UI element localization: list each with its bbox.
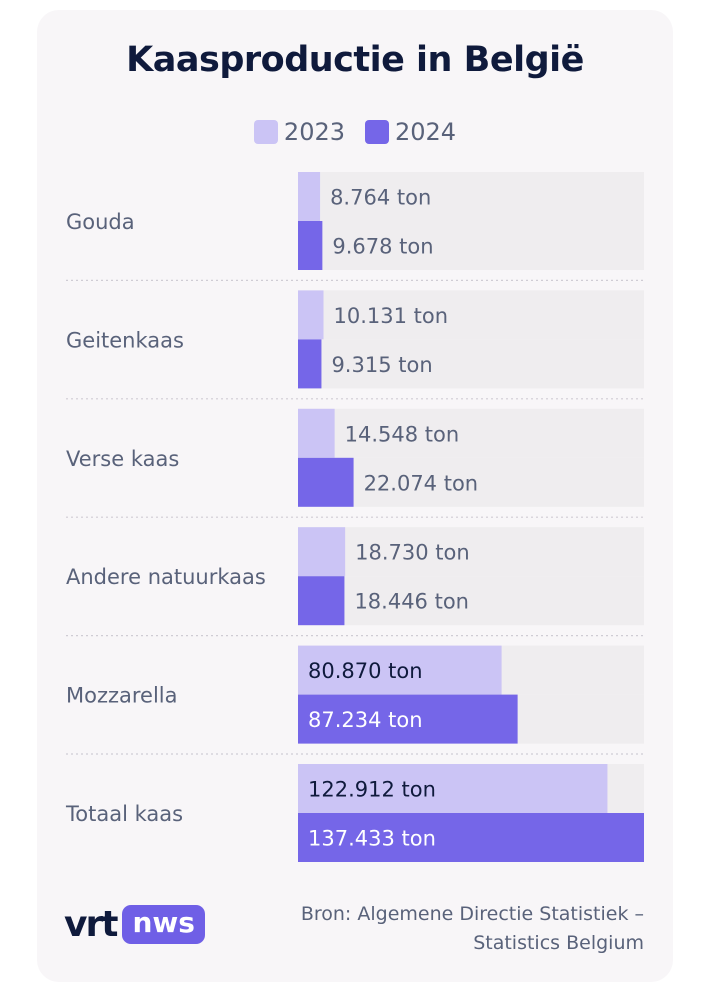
bar-track <box>298 457 644 507</box>
value-label-2024: 9.315 ton <box>331 353 432 377</box>
bar-2024 <box>298 813 644 862</box>
source-line-2: Statistics Belgium <box>473 932 644 954</box>
value-label-2024: 9.678 ton <box>332 235 433 259</box>
legend: 2023 2024 <box>0 118 710 146</box>
nws-logo-badge: nws <box>122 905 205 944</box>
legend-label-2024: 2024 <box>395 118 457 146</box>
bar-2023 <box>298 172 321 221</box>
value-label-2023: 10.131 ton <box>334 304 449 328</box>
legend-item-2024: 2024 <box>365 118 456 146</box>
value-label-2023: 14.548 ton <box>345 422 460 446</box>
bar-2023 <box>298 408 335 458</box>
value-label-2023: 122.912 ton <box>308 778 436 802</box>
chart-title: Kaasproductie in België <box>126 40 584 80</box>
bar-2023 <box>298 764 608 813</box>
bar-2023 <box>298 290 324 340</box>
legend-item-2023: 2023 <box>253 118 345 146</box>
bar-track <box>298 290 644 340</box>
bar-track <box>298 576 644 626</box>
value-label-2024: 137.433 ton <box>308 827 436 851</box>
source-line-1: Bron: Algemene Directie Statistiek – <box>300 903 644 925</box>
vrt-logo-text: vrt <box>64 904 118 945</box>
category-label: Gouda <box>66 210 135 234</box>
value-label-2024: 18.446 ton <box>354 590 469 614</box>
legend-swatch-2024 <box>365 120 389 144</box>
category-label: Geitenkaas <box>66 328 184 352</box>
bar-2023 <box>298 645 502 695</box>
bar-2023 <box>298 527 346 577</box>
source-note: Bron: Algemene Directie Statistiek – Sta… <box>301 900 644 958</box>
bar-2024 <box>298 576 345 626</box>
category-label: Totaal kaas <box>65 802 183 826</box>
bar-track <box>298 527 644 577</box>
vrt-nws-logo: vrt nws <box>64 904 205 945</box>
legend-label-2023: 2023 <box>283 118 345 146</box>
bar-2024 <box>298 339 322 389</box>
bar-2024 <box>298 457 354 507</box>
value-label-2023: 80.870 ton <box>308 659 423 683</box>
category-label: Verse kaas <box>66 447 179 471</box>
value-label-2024: 22.074 ton <box>364 471 479 495</box>
bar-track <box>298 221 644 270</box>
bar-2024 <box>298 694 518 744</box>
bar-track <box>298 339 644 389</box>
bar-2024 <box>298 221 323 270</box>
bar-track <box>298 172 644 221</box>
value-label-2023: 8.764 ton <box>330 186 431 210</box>
bar-track <box>298 408 644 458</box>
value-label-2023: 18.730 ton <box>355 541 470 565</box>
category-label: Andere natuurkaas <box>66 565 266 589</box>
category-label: Mozzarella <box>66 684 178 708</box>
legend-swatch-2023 <box>253 120 278 144</box>
value-label-2024: 87.234 ton <box>308 708 423 732</box>
